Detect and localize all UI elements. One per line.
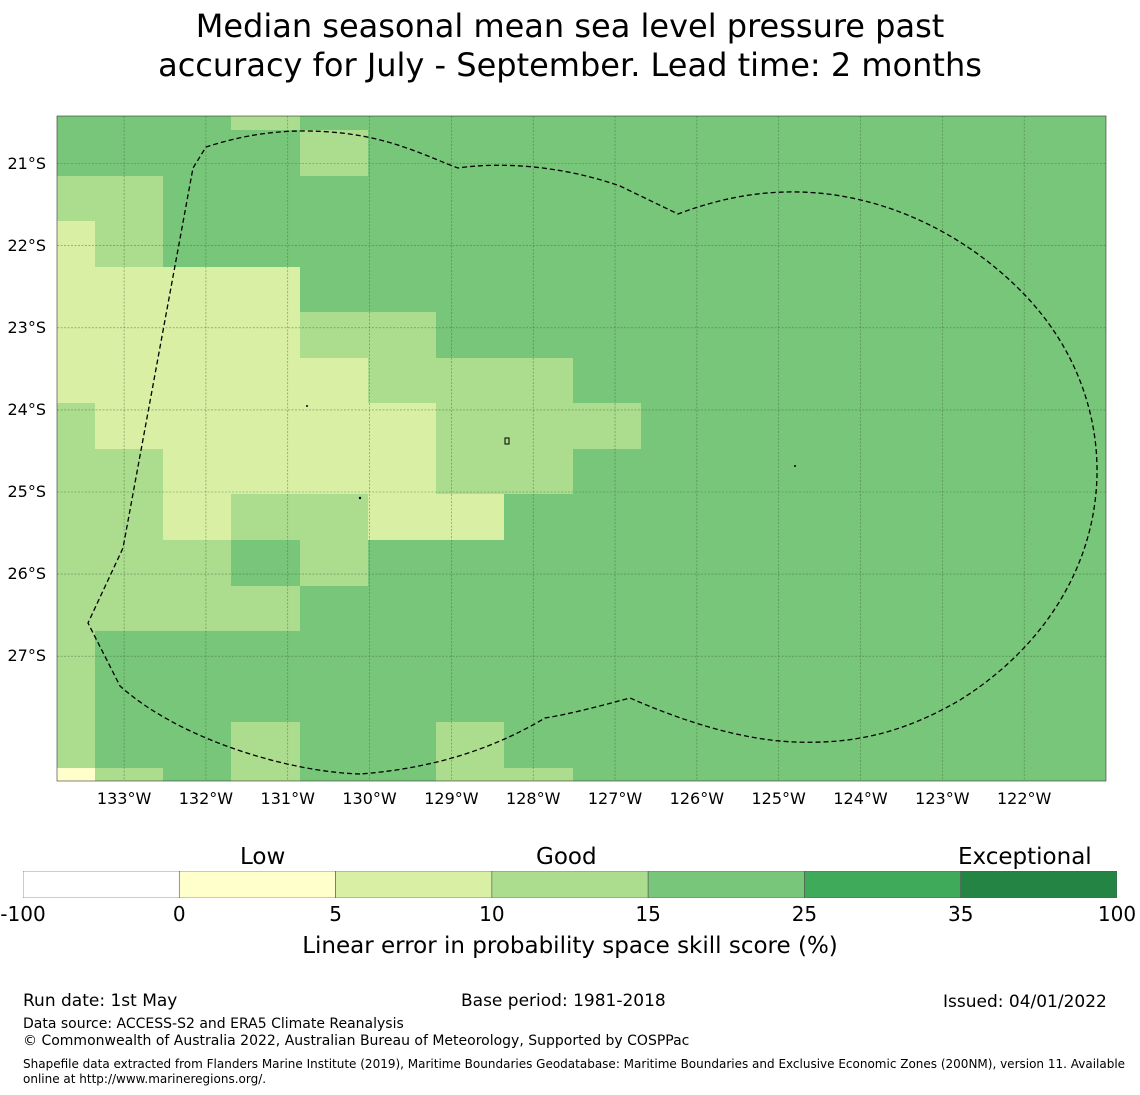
shapefile-credit: Shapefile data extracted from Flanders M…	[23, 1057, 1126, 1086]
colorbar-tick-label: 15	[635, 902, 661, 926]
island-marker	[794, 465, 796, 467]
colorbar-tick-label: 100	[1097, 902, 1137, 926]
longitude-label: 132°W	[178, 789, 234, 808]
latitude-label: 23°S	[7, 317, 46, 337]
eez-boundary	[87, 130, 1098, 775]
colorbar-label: Linear error in probability space skill …	[302, 933, 838, 959]
atoll-outline	[504, 437, 510, 445]
grid-cell	[300, 540, 368, 586]
copyright-notice: © Commonwealth of Australia 2022, Austra…	[23, 1033, 690, 1049]
colorbar-category-exceptional: Exceptional	[958, 844, 1092, 870]
longitude-label: 127°W	[587, 789, 643, 808]
latitude-label: 24°S	[7, 399, 46, 419]
grid-cell	[504, 768, 573, 781]
colorbar-segment	[335, 871, 493, 898]
colorbar-tick-label: 35	[947, 902, 974, 926]
longitude-label: 122°W	[996, 789, 1052, 808]
longitude-label: 124°W	[833, 789, 888, 808]
colorbar-tick-label: -100	[0, 902, 46, 926]
grid-cell	[95, 221, 163, 267]
colorbar-tick-label: 5	[329, 902, 342, 926]
colorbar-category-good: Good	[536, 844, 597, 870]
latitude-label: 21°S	[7, 153, 46, 173]
longitude-label: 129°W	[424, 789, 479, 808]
longitude-label: 130°W	[342, 789, 397, 808]
graticule	[57, 116, 1106, 781]
grid-cell	[436, 449, 573, 494]
grid-cell	[57, 267, 300, 312]
issued-date: Issued: 04/01/2022	[943, 992, 1107, 1012]
latitude-label: 25°S	[7, 482, 46, 501]
island-marker	[306, 405, 308, 407]
grid-cell	[163, 449, 436, 494]
data-source: Data source: ACCESS-S2 and ERA5 Climate …	[23, 1016, 404, 1032]
grid-cell	[436, 403, 641, 449]
run-date: Run date: 1st May	[23, 991, 178, 1011]
colorbar-segment	[804, 871, 962, 898]
colorbar-tick-label: 25	[791, 902, 818, 926]
grid-cell	[368, 494, 504, 540]
base-period: Base period: 1981-2018	[461, 991, 666, 1011]
longitude-label: 131°W	[260, 789, 315, 808]
skill-grid	[57, 116, 1106, 781]
grid-cell	[163, 494, 231, 540]
grid-cell	[57, 540, 231, 586]
colorbar	[23, 871, 1117, 898]
grid-cell	[57, 221, 95, 267]
grid-cell	[57, 586, 300, 631]
map-frame	[56, 115, 1107, 782]
colorbar-segment	[647, 871, 805, 898]
grid-cell	[57, 722, 95, 768]
grid-cell	[231, 494, 368, 540]
longitude-label: 128°W	[506, 789, 561, 808]
colorbar-segment	[23, 871, 180, 898]
colorbar-segment	[960, 871, 1117, 898]
grid-cell	[57, 358, 368, 403]
latitude-label: 22°S	[7, 235, 46, 255]
grid-cell	[231, 116, 300, 130]
grid-cell	[57, 449, 163, 494]
grid-cell	[368, 358, 573, 403]
grid-cell	[95, 403, 436, 449]
grid-cell	[300, 312, 436, 358]
colorbar-segment	[178, 871, 336, 898]
colorbar-tick-label: 0	[172, 902, 186, 926]
longitude-label: 123°W	[915, 789, 970, 808]
map-panel	[56, 115, 1107, 782]
island-marker	[358, 496, 362, 500]
grid-cell	[436, 722, 504, 781]
colorbar-category-low: Low	[240, 844, 286, 870]
colorbar-tick-label: 10	[479, 902, 505, 926]
grid-cell	[57, 768, 95, 781]
colorbar-segment	[491, 871, 649, 898]
grid-cell	[231, 540, 300, 586]
grid-cell	[95, 768, 163, 781]
longitude-label: 126°W	[669, 789, 725, 808]
longitude-label: 125°W	[751, 789, 806, 808]
grid-cell	[57, 176, 163, 221]
latitude-label: 27°S	[7, 646, 46, 666]
grid-cell	[57, 312, 300, 358]
grid-cell	[57, 494, 163, 540]
grid-cell	[57, 631, 95, 722]
latitude-label: 26°S	[7, 564, 46, 584]
map-title-line-2: accuracy for July - September. Lead time…	[158, 46, 982, 84]
grid-cell	[57, 403, 95, 449]
map-title-line-1: Median seasonal mean sea level pressure …	[195, 7, 945, 45]
longitude-label: 133°W	[96, 789, 152, 808]
grid-cell	[300, 130, 368, 176]
